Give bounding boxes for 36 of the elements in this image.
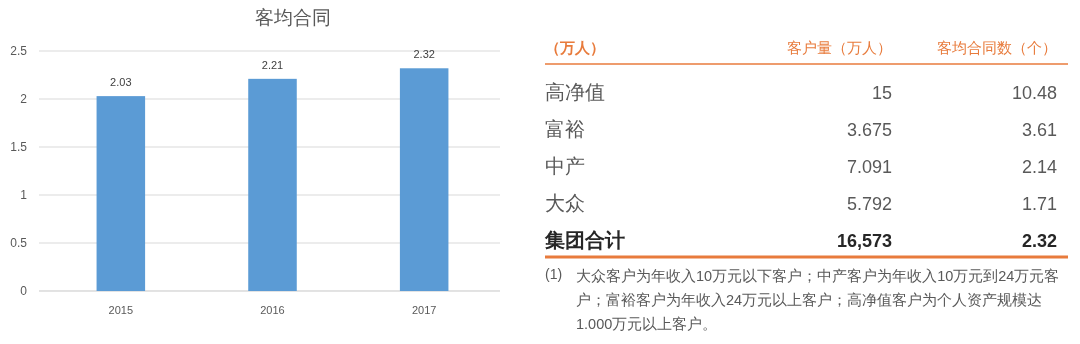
text: 集团合计 bbox=[544, 229, 625, 251]
y-tick-label: 0.5 bbox=[10, 236, 28, 251]
bar bbox=[399, 68, 449, 291]
text: 7.091 bbox=[846, 157, 892, 177]
text: 15 bbox=[871, 83, 892, 103]
text: 客均合同数（个） bbox=[937, 39, 1057, 56]
text: 高净值 bbox=[545, 81, 605, 103]
data-label: 2.21 bbox=[261, 58, 284, 71]
text: 富裕 bbox=[545, 118, 585, 140]
text: 5.792 bbox=[846, 194, 892, 214]
text: 10.48 bbox=[1011, 83, 1057, 103]
x-tick-label: 2015 bbox=[108, 304, 134, 316]
text: （万人） bbox=[545, 39, 605, 56]
text: 3.675 bbox=[846, 120, 892, 140]
y-tick-label: 2 bbox=[20, 92, 28, 107]
text: 1.71 bbox=[1021, 194, 1057, 214]
x-tick-label: 2016 bbox=[260, 304, 285, 316]
text: 客户量（万人） bbox=[787, 39, 892, 56]
y-tick-label: 2.5 bbox=[10, 44, 28, 59]
data-label: 2.03 bbox=[110, 76, 132, 89]
x-tick-label: 2017 bbox=[411, 304, 437, 316]
y-tick-label: 1 bbox=[20, 188, 28, 203]
bar bbox=[248, 78, 297, 291]
y-tick-label: 0 bbox=[20, 284, 28, 299]
data-label: 2.32 bbox=[413, 48, 435, 61]
text: 16,573 bbox=[836, 231, 892, 251]
text: 中产 bbox=[545, 155, 585, 177]
text: 大众客户为年收入10万元以下客户；中产客户为年收入10万元到24万元客户；富裕客户为年收入24万元以上客户；高净值客户为个人资产规模达1.000万元以上客户。 bbox=[576, 267, 1061, 334]
chart-title: 客均合同 bbox=[254, 7, 331, 28]
text: 大众 bbox=[545, 192, 585, 214]
text: 3.61 bbox=[1021, 120, 1057, 140]
text: 2.32 bbox=[1021, 231, 1057, 251]
bar bbox=[96, 96, 146, 291]
text: 2.14 bbox=[1021, 157, 1057, 177]
y-tick-label: 1.5 bbox=[10, 140, 28, 155]
text: (1) bbox=[545, 266, 563, 282]
